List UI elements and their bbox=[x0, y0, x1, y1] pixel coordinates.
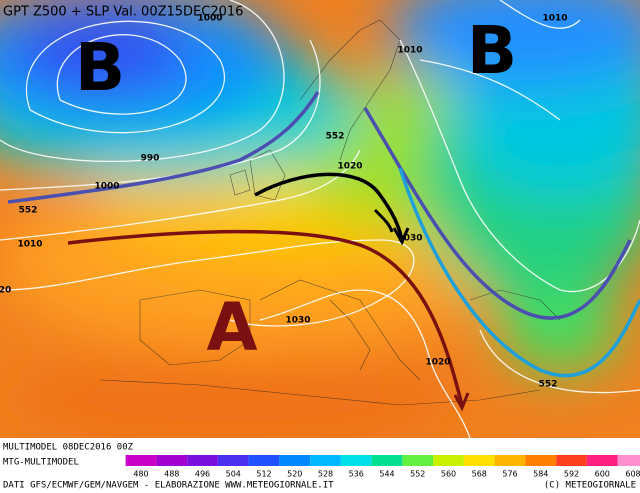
contour-label: 1030 bbox=[397, 234, 422, 244]
field: B B A 1000 1010 1010 990 1000 552 552 1020 1010 1030… bbox=[0, 0, 640, 438]
labels: B B A 1000 1010 1010 990 1000 552 552 1020 1010 1030… bbox=[0, 12, 568, 389]
scale-label: 608 bbox=[625, 470, 640, 479]
color-swatch bbox=[402, 455, 434, 466]
color-swatch bbox=[156, 455, 188, 466]
color-swatch bbox=[340, 455, 372, 466]
arrow-head bbox=[453, 392, 470, 412]
color-swatch bbox=[433, 455, 464, 466]
contour-label: 552 bbox=[19, 206, 38, 216]
trough-line bbox=[398, 167, 640, 378]
scale-label: 528 bbox=[318, 470, 333, 479]
annotations bbox=[7, 91, 640, 412]
scale-label: 584 bbox=[533, 470, 548, 479]
scale-label: 520 bbox=[287, 470, 302, 479]
scale-label: 496 bbox=[195, 470, 210, 479]
color-swatch bbox=[125, 455, 157, 466]
contour-label: 1000 bbox=[197, 14, 222, 24]
scale-label: 560 bbox=[441, 470, 456, 479]
scale-label: 576 bbox=[502, 470, 517, 479]
pressure-center: B bbox=[75, 29, 125, 106]
contour-label: 990 bbox=[141, 154, 160, 164]
color-swatch bbox=[617, 455, 640, 466]
contour-label: 1020 bbox=[337, 162, 362, 172]
scale-label: 592 bbox=[564, 470, 579, 479]
scale-label: 552 bbox=[410, 470, 425, 479]
contour-label: 1010 bbox=[17, 240, 42, 250]
scale-label: 480 bbox=[133, 470, 148, 479]
color-swatch bbox=[248, 455, 280, 466]
contour-label: 552 bbox=[326, 132, 345, 142]
contour-label: 1000 bbox=[94, 182, 119, 192]
color-swatch bbox=[187, 455, 218, 466]
scale-label: 512 bbox=[256, 470, 271, 479]
color-swatch bbox=[217, 455, 249, 466]
scale-label: 488 bbox=[164, 470, 179, 479]
color-swatch bbox=[310, 455, 341, 466]
copyright: (C) METEOGIORNALE bbox=[544, 481, 636, 491]
color-swatch bbox=[279, 455, 311, 466]
map-title: GPT Z500 + SLP Val. 00Z15DEC2016 bbox=[3, 5, 243, 20]
color-scale: 480 488 496 504 512 520 528 536 544 552 560 568 576 5… bbox=[125, 455, 640, 479]
contour-label: 1010 bbox=[542, 14, 567, 24]
color-swatch bbox=[586, 455, 618, 466]
contour-label: 552 bbox=[539, 380, 558, 390]
source-label: MTG-MULTIMODEL bbox=[3, 458, 79, 468]
scale-label: 536 bbox=[349, 470, 364, 479]
model-label: MULTIMODEL 08DEC2016 00Z bbox=[3, 443, 134, 453]
pressure-center: A bbox=[206, 289, 257, 366]
contour-label: 1020 bbox=[425, 358, 450, 368]
color-swatch bbox=[371, 455, 403, 466]
trough-line bbox=[363, 107, 632, 320]
trough-line bbox=[7, 91, 320, 204]
flow-arrow bbox=[67, 229, 464, 406]
scale-label: 544 bbox=[379, 470, 394, 479]
color-swatch bbox=[463, 455, 495, 466]
color-swatch bbox=[556, 455, 587, 466]
contour-label: 20 bbox=[0, 286, 11, 296]
contour-label: 1010 bbox=[397, 46, 422, 56]
color-swatch bbox=[494, 455, 526, 466]
flow-arrow bbox=[373, 208, 394, 233]
color-swatch bbox=[525, 455, 557, 466]
flow-arrow bbox=[254, 172, 404, 241]
scale-label: 504 bbox=[226, 470, 241, 479]
pressure-center: B bbox=[467, 12, 517, 89]
contour-label: 1030 bbox=[285, 316, 310, 326]
scale-label: 600 bbox=[595, 470, 610, 479]
scale-label: 568 bbox=[472, 470, 487, 479]
credits: DATI GFS/ECMWF/GEM/NAVGEM - ELABORAZIONE… bbox=[3, 481, 334, 491]
coastlines bbox=[99, 19, 561, 406]
arrow-head bbox=[392, 227, 410, 246]
